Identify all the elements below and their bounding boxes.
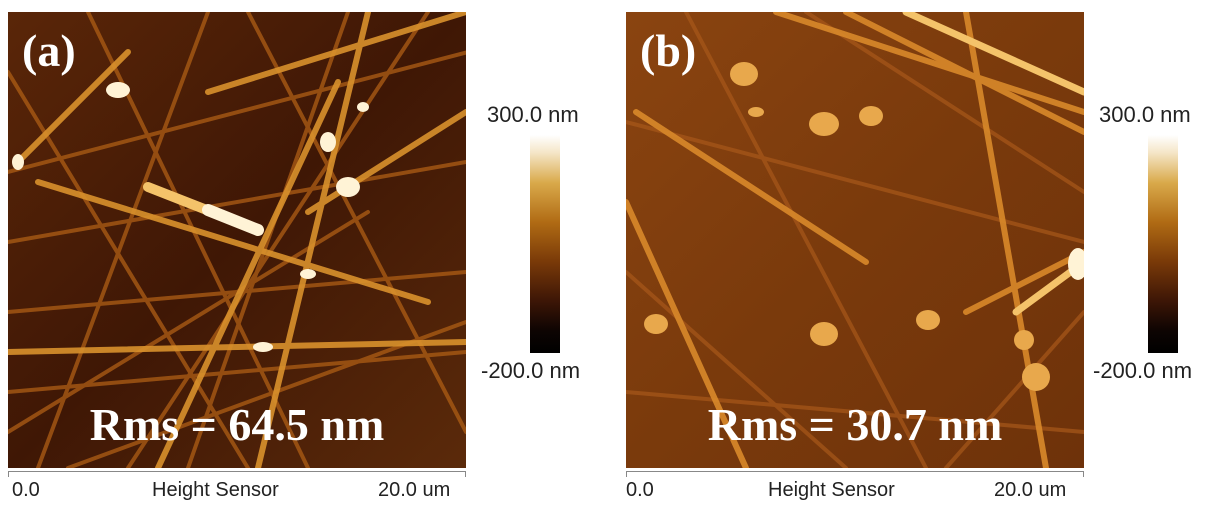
height-colorbar	[1148, 135, 1178, 353]
x-axis-line	[626, 471, 1084, 472]
x-axis-title: Height Sensor	[152, 479, 279, 501]
colorbar-min-label: -200.0 nm	[481, 358, 581, 383]
x-axis-line	[8, 471, 466, 472]
x-axis-end: 20.0 um	[378, 479, 451, 501]
panel-label: (a)	[22, 25, 76, 76]
afm-height-image-b	[626, 12, 1084, 468]
afm-height-image-a	[8, 12, 466, 468]
x-axis-tick	[465, 471, 466, 477]
rms-value: Rms = 30.7 nm	[707, 399, 1003, 450]
rms-value: Rms = 64.5 nm	[89, 399, 385, 450]
colorbar-max-label: 300.0 nm	[1099, 102, 1191, 127]
colorbar-max-label: 300.0 nm	[487, 102, 579, 127]
colorbar-min-label: -200.0 nm	[1093, 358, 1193, 383]
x-axis-tick	[626, 471, 627, 477]
x-axis-start: 0.0	[626, 479, 654, 501]
x-axis-tick	[1083, 471, 1084, 477]
x-axis-tick	[8, 471, 9, 477]
panel-label: (b)	[640, 25, 697, 76]
x-axis-end: 20.0 um	[994, 479, 1067, 501]
x-axis-start: 0.0	[12, 479, 40, 501]
x-axis-title: Height Sensor	[768, 479, 895, 501]
afm-panel-a: (a) Rms = 64.5 nm 0.0 Height Sensor 20.0…	[8, 12, 581, 501]
height-colorbar	[530, 135, 560, 353]
afm-panel-b: (b) Rms = 30.7 nm 0.0 Height Sensor 20.0…	[612, 0, 1222, 506]
